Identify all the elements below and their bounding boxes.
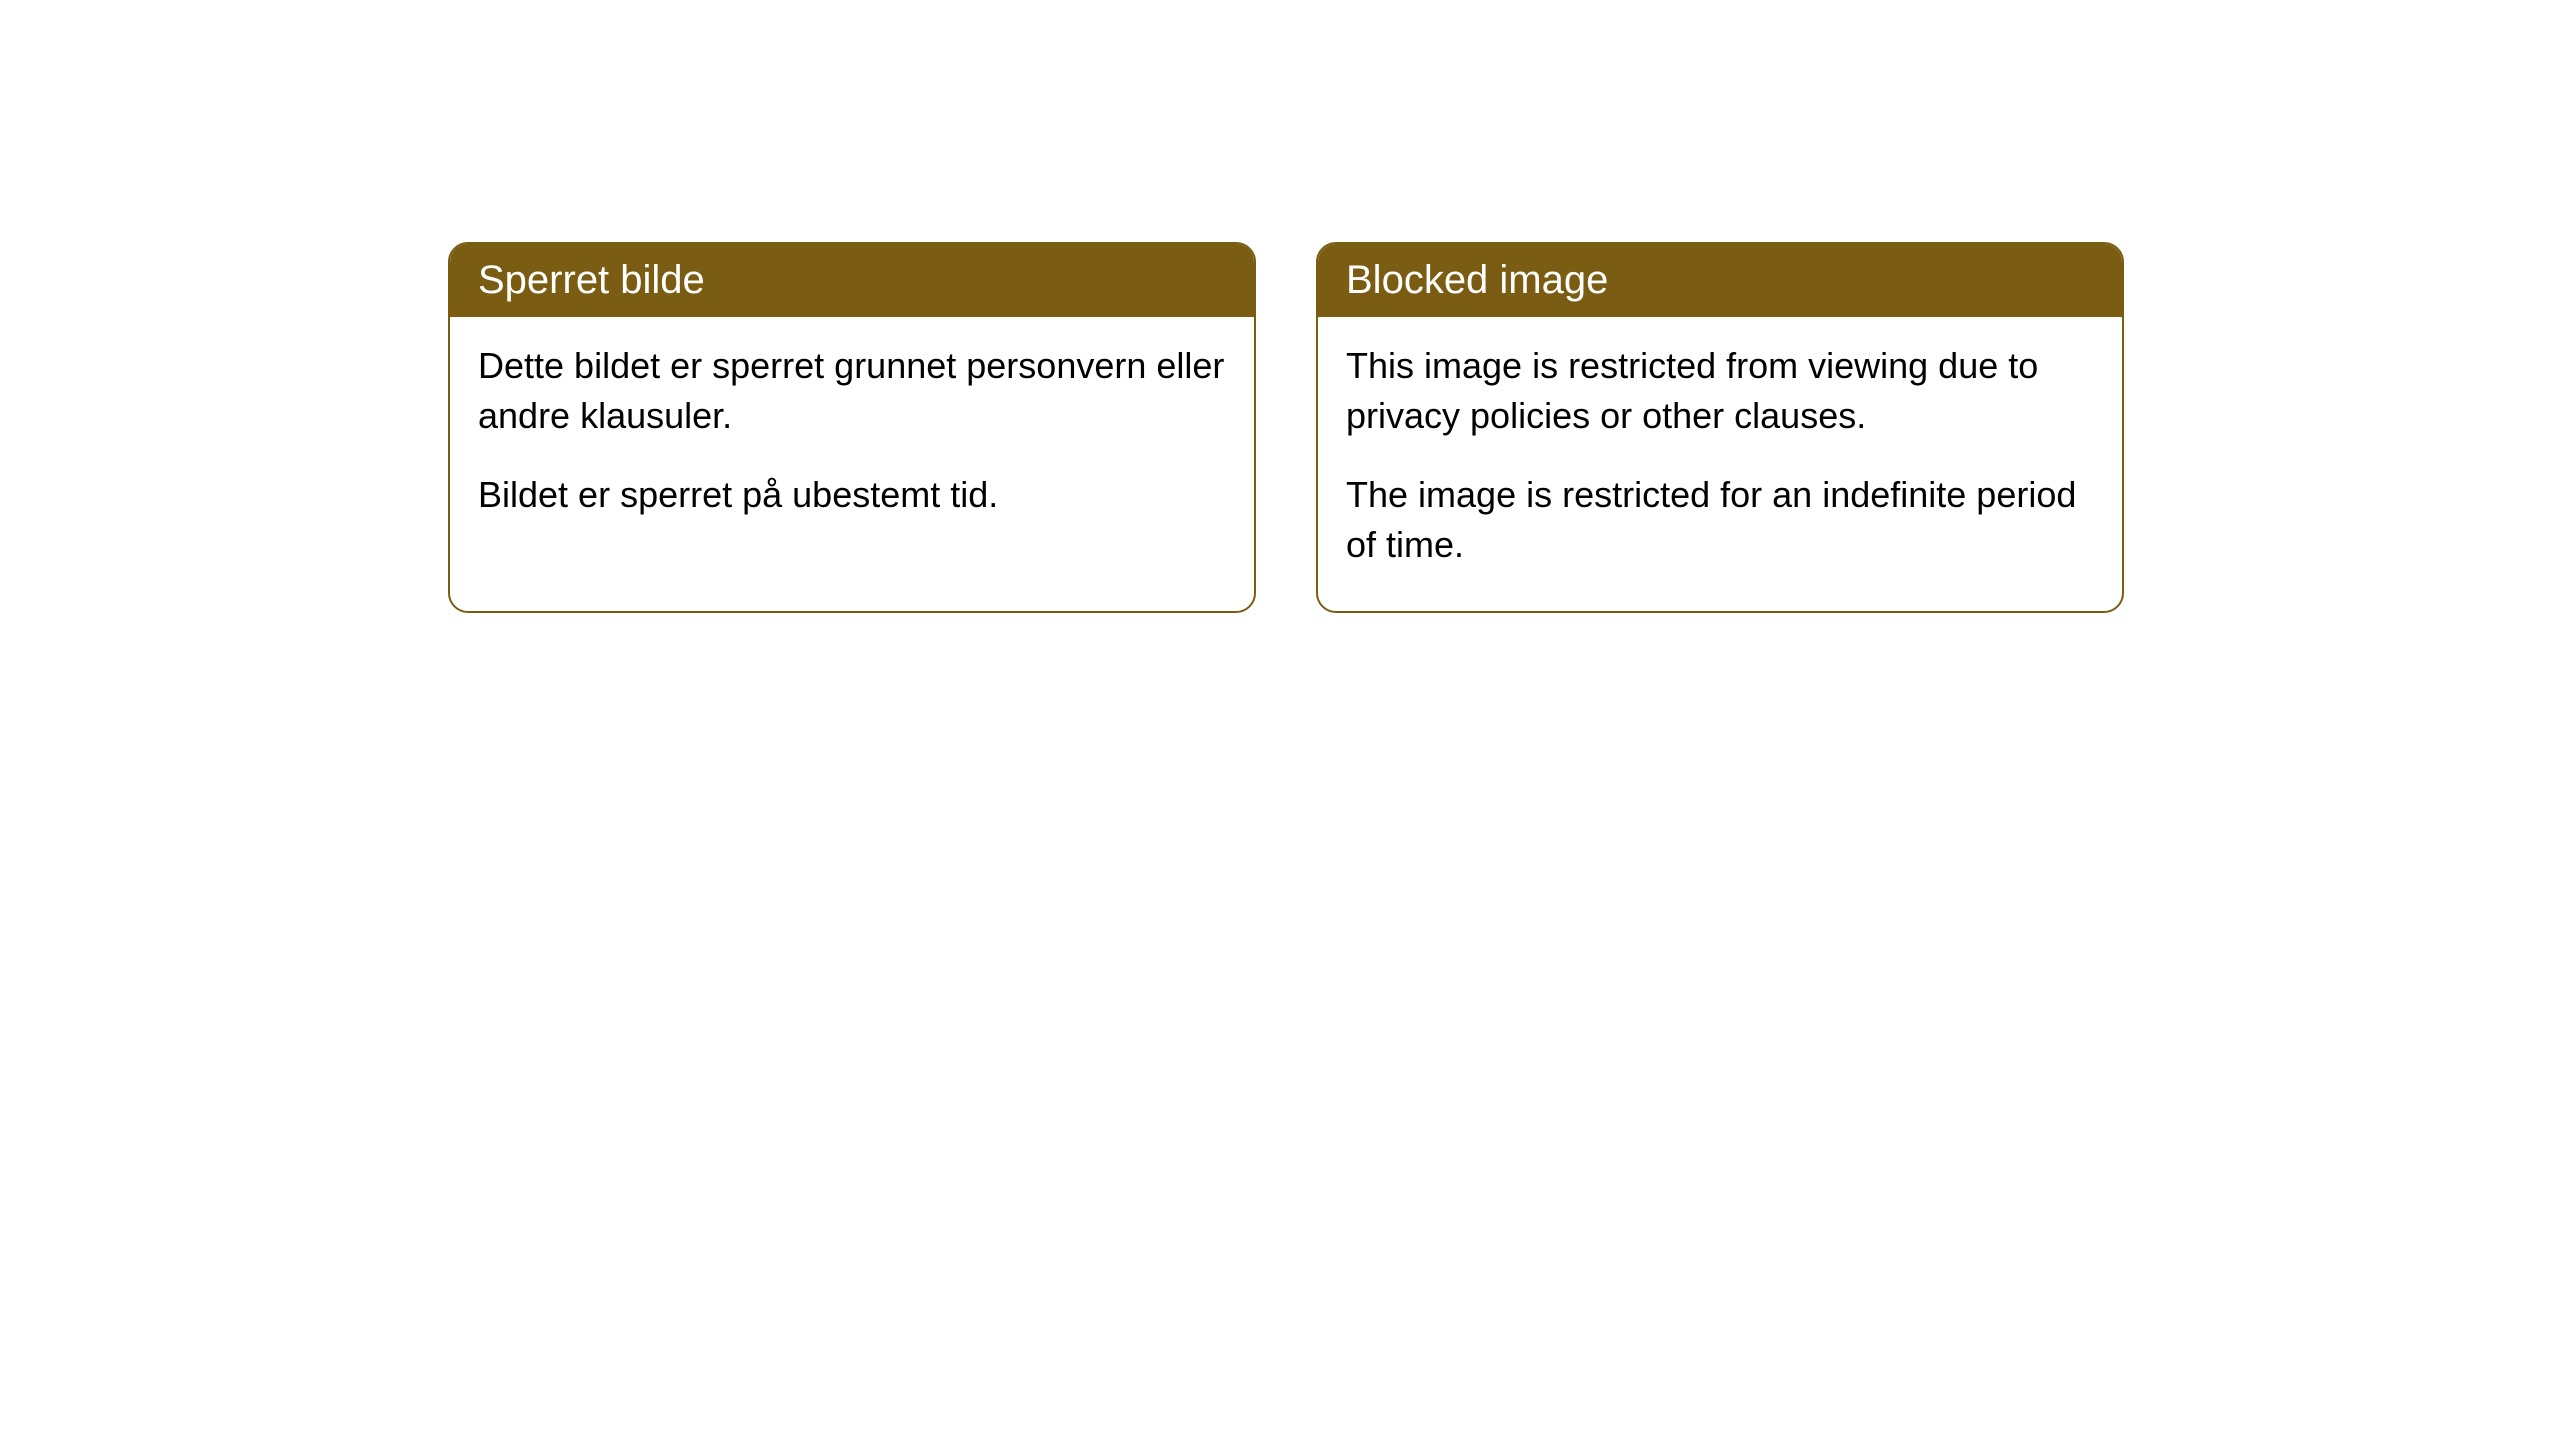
blocked-image-card-en: Blocked image This image is restricted f… [1316,242,2124,613]
card-body-no: Dette bildet er sperret grunnet personve… [450,317,1254,560]
blocked-image-card-no: Sperret bilde Dette bildet er sperret gr… [448,242,1256,613]
card-paragraph-1-en: This image is restricted from viewing du… [1346,341,2094,442]
card-paragraph-2-en: The image is restricted for an indefinit… [1346,470,2094,571]
notice-cards-container: Sperret bilde Dette bildet er sperret gr… [448,242,2124,613]
card-header-no: Sperret bilde [450,244,1254,317]
card-body-en: This image is restricted from viewing du… [1318,317,2122,611]
card-paragraph-2-no: Bildet er sperret på ubestemt tid. [478,470,1226,520]
card-paragraph-1-no: Dette bildet er sperret grunnet personve… [478,341,1226,442]
card-header-en: Blocked image [1318,244,2122,317]
